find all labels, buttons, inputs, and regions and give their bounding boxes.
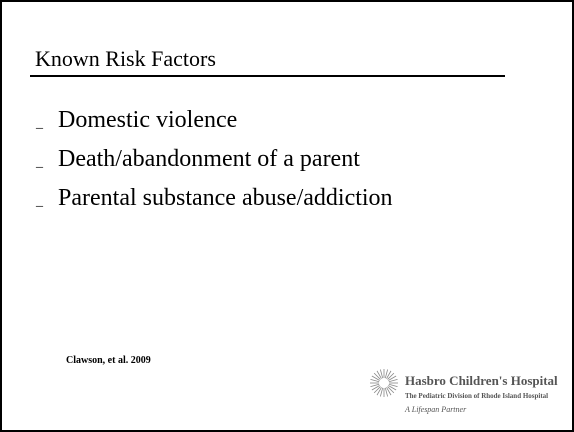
sun-ray [387, 386, 395, 394]
sun-ray [379, 387, 384, 397]
sun-ray [388, 385, 397, 391]
bullet-marker: _ [35, 194, 44, 209]
bullet-marker: _ [35, 116, 44, 131]
bullet-text: Parental substance abuse/addiction [58, 185, 393, 211]
slide-title: Known Risk Factors [35, 46, 216, 71]
bullet-list: _ Domestic violence _ Death/abandonment of … [35, 107, 393, 211]
sun-ray [384, 387, 389, 397]
sun-ray [386, 387, 392, 396]
citation: Clawson, et al. 2009 [66, 355, 151, 366]
sun-ray [376, 387, 382, 396]
sun-ray [370, 378, 380, 383]
sun-ray [379, 369, 384, 379]
sun-ray [386, 370, 392, 379]
sun-ray [376, 370, 382, 379]
sun-ray [388, 383, 398, 388]
sun-ray [371, 375, 380, 381]
bullet-text: Domestic violence [58, 107, 237, 133]
sun-ray [388, 378, 398, 383]
logo-name: Hasbro Children's Hospital [405, 373, 558, 388]
bullet-text: Death/abandonment of a parent [58, 146, 360, 172]
sun-ray [370, 383, 380, 388]
logo-sun [370, 369, 398, 397]
logo-subtitle: The Pediatric Division of Rhode Island H… [405, 392, 548, 400]
bullet-marker: _ [35, 155, 44, 170]
sun-ray [373, 372, 381, 380]
sun-ray [384, 369, 389, 379]
logo-tagline: A Lifespan Partner [404, 405, 467, 414]
sun-ray [373, 386, 381, 394]
sun-ray [371, 385, 380, 391]
sun-ray [387, 372, 395, 380]
sun-ray [388, 375, 397, 381]
